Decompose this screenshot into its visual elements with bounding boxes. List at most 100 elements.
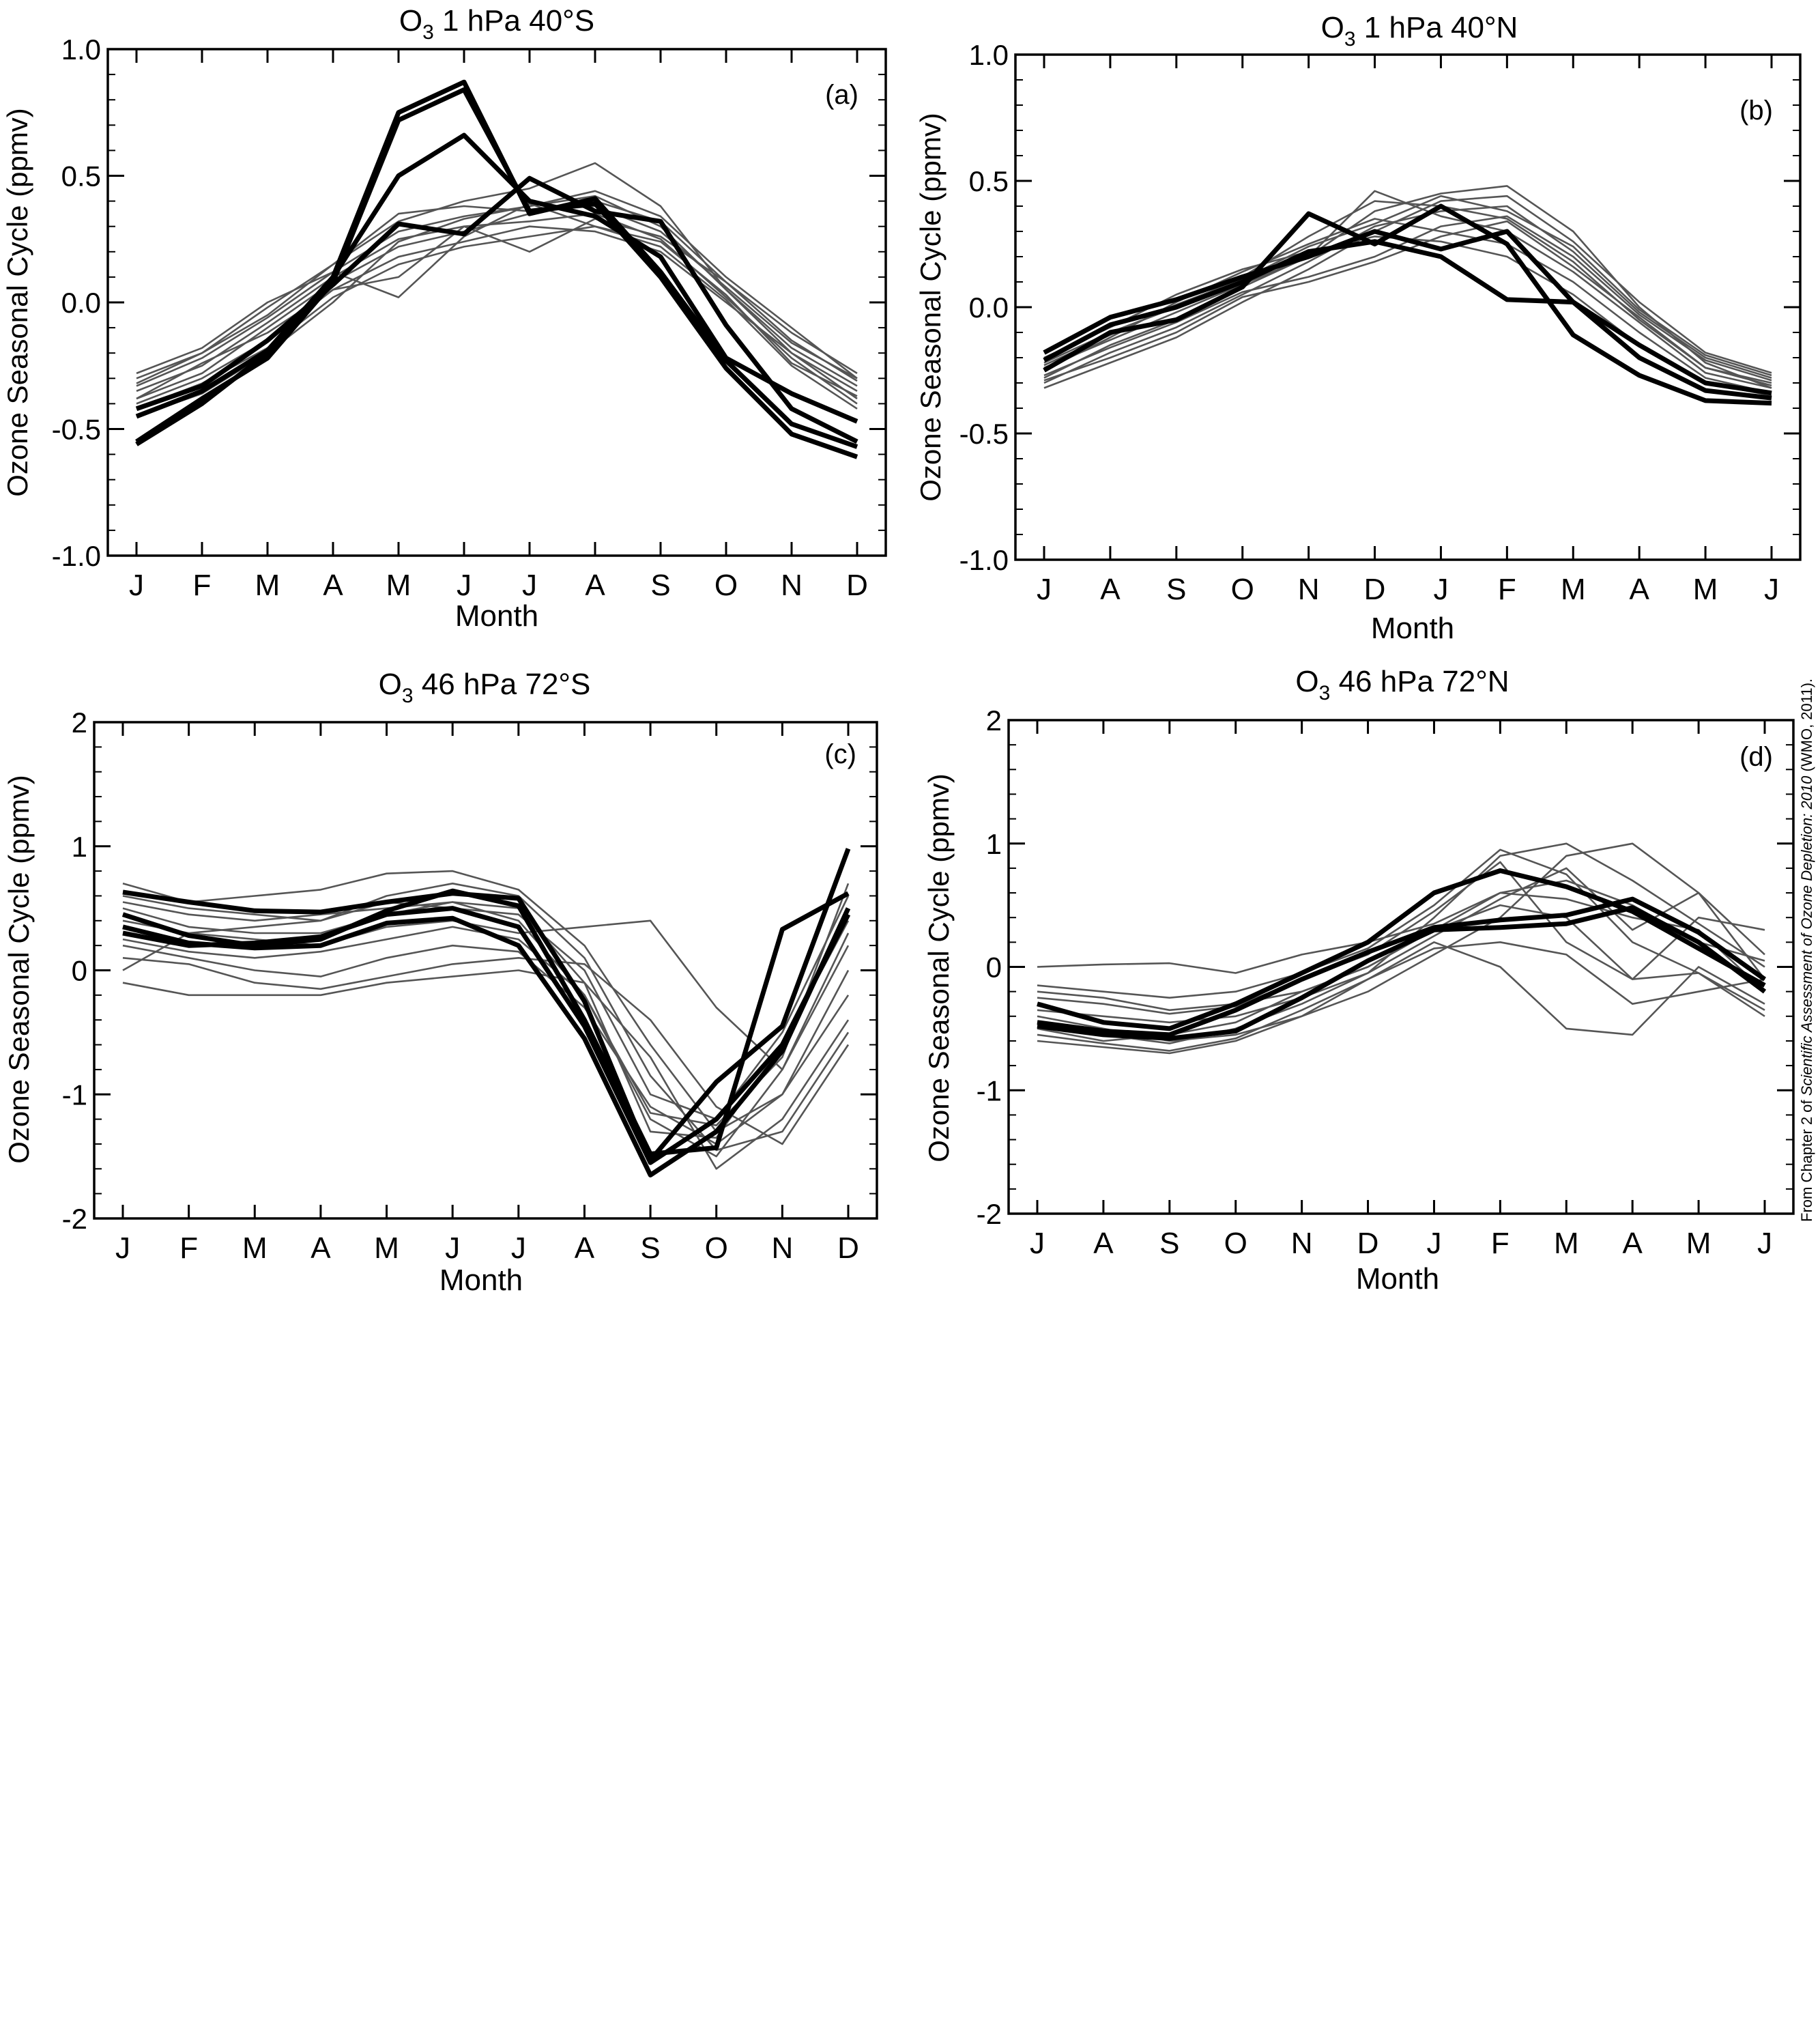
panel-d-y-tick-label: 1 (986, 828, 1002, 860)
panel-b-x-tick-label: M (1693, 573, 1718, 606)
panel-a-y-tick-label: -1.0 (52, 540, 101, 572)
panel-a-x-tick-label: M (255, 569, 280, 602)
panel-b-x-tick-label: D (1364, 573, 1386, 606)
panel-a-obs-line-3 (135, 175, 858, 444)
panel-d-x-tick-label: J (1757, 1227, 1772, 1260)
panel-a-model-line-6 (136, 200, 858, 400)
panel-b-x-tick-label: F (1498, 573, 1516, 606)
panel-b-title: O3 1 hPa 40°N (1321, 11, 1518, 51)
panel-a-title: O3 1 hPa 40°S (399, 4, 594, 44)
panel-c-model-line-6 (122, 944, 850, 1145)
panel-a-x-tick-label: A (323, 569, 343, 602)
panel-a-label: (a) (825, 80, 858, 110)
panel-d-xlabel: Month (1356, 1262, 1439, 1296)
panel-d-y-tick-label: 2 (986, 704, 1002, 737)
panel-a-xlabel: Month (455, 599, 538, 633)
panel-c-x-tick-label: M (374, 1231, 399, 1265)
panel-c-label: (c) (824, 739, 856, 769)
panel-a-y-tick-label: 0.5 (61, 160, 101, 192)
panel-c-model-line-10 (122, 883, 850, 1152)
panel-c-x-tick-label: J (511, 1231, 526, 1265)
panel-a-x-tick-label: N (781, 569, 803, 602)
panel-a-x-tick-label: O (714, 569, 738, 602)
panel-c-model-line-11 (122, 901, 850, 1139)
panel-b-x-tick-label: J (1433, 573, 1448, 606)
panel-d-model-line-3 (1037, 842, 1765, 1055)
panel-c-x-tick-label: M (242, 1231, 268, 1265)
panel-b-ylabel: Ozone Seasonal Cycle (ppmv) (914, 113, 947, 502)
panel-a-model-line-13 (136, 202, 858, 397)
panel-d-y-tick-label: -1 (977, 1074, 1002, 1106)
panel-d-model-line-12 (1037, 848, 1765, 1011)
source-credit: From Chapter 2 of Scientific Assessment … (1798, 679, 1815, 1222)
panel-c-xlabel: Month (439, 1263, 523, 1297)
panel-d-x-tick-label: M (1686, 1227, 1711, 1260)
panel-d-ylabel: Ozone Seasonal Cycle (ppmv) (923, 773, 955, 1162)
panel-c-obs-line-2 (122, 907, 851, 1177)
panel-d-model-line-11 (1037, 941, 1765, 1052)
panel-a-model-line-11 (136, 218, 858, 400)
panel-b-xlabel: Month (1371, 612, 1454, 645)
panel-d-y-tick-label: -2 (977, 1198, 1002, 1230)
panel-b-x-tick-label: N (1298, 573, 1320, 606)
panel-b-model-line-8 (1043, 195, 1772, 389)
panel-a-x-tick-label: M (386, 569, 411, 602)
panel-b-x-tick-label: M (1561, 573, 1586, 606)
panel-d-x-tick-label: O (1224, 1227, 1247, 1260)
panel-b-obs-line-0 (1043, 203, 1772, 406)
panel-b-y-tick-label: -1.0 (959, 544, 1009, 576)
panel-c-obs-line-3 (122, 906, 851, 1165)
panel-b-y-tick-label: 1.0 (969, 39, 1009, 71)
panel-a-x-tick-label: D (846, 569, 868, 602)
panel-d-x-tick-label: M (1554, 1227, 1579, 1260)
panel-a-y-tick-label: 0.0 (61, 287, 101, 319)
panel-d-obs-line-0 (1037, 868, 1766, 1031)
panel-a-obs-line-1 (135, 87, 858, 459)
panel-c-x-tick-label: J (445, 1231, 460, 1265)
panel-b-y-tick-label: -0.5 (959, 418, 1009, 450)
panel-c-y-tick-label: -2 (62, 1203, 87, 1235)
panel-d-model-line-8 (1037, 867, 1766, 1044)
panel-a-chart: O3 1 hPa 40°S (a) Ozone Seasonal Cycle (… (1, 4, 887, 633)
panel-b-y-tick-label: 0.0 (969, 291, 1009, 324)
panel-c-x-tick-label: A (310, 1231, 331, 1265)
panel-c-x-tick-label: N (771, 1231, 793, 1265)
panel-d-x-tick-label: N (1291, 1227, 1313, 1260)
panel-d-x-tick-label: D (1357, 1227, 1379, 1260)
panel-b-obs-line-1 (1043, 229, 1772, 401)
panel-a-x-tick-label: J (129, 569, 144, 602)
panel-c-y-tick-label: 1 (72, 831, 87, 863)
panel-b-x-tick-label: J (1764, 573, 1779, 606)
panel-c-x-tick-label: D (837, 1231, 859, 1265)
panel-a-ylabel: Ozone Seasonal Cycle (ppmv) (1, 108, 33, 497)
panel-a-x-tick-label: J (457, 569, 472, 602)
panel-a-model-line-9 (136, 225, 858, 410)
panel-c-obs-line-0 (122, 848, 851, 1163)
panel-b-x-tick-label: A (1100, 573, 1121, 606)
panel-d-x-tick-label: A (1093, 1227, 1114, 1260)
panel-b-obs-line-2 (1043, 239, 1772, 396)
panel-d-obs-line-1 (1037, 896, 1767, 1038)
panel-d-x-tick-label: J (1030, 1227, 1045, 1260)
panel-b-model-line-10 (1043, 190, 1772, 389)
panel-b-x-tick-label: J (1037, 573, 1052, 606)
panel-d-y-tick-label: 0 (986, 952, 1002, 984)
panel-c-model-line-9 (122, 919, 850, 1071)
panel-c-x-tick-label: A (575, 1231, 595, 1265)
panel-a-x-tick-label: F (193, 569, 212, 602)
panel-a-y-tick-label: -0.5 (52, 414, 101, 446)
panel-d-label: (d) (1739, 742, 1773, 772)
panel-c-model-line-4 (122, 870, 850, 1133)
panel-c-y-tick-label: 0 (72, 955, 87, 987)
panel-d-x-tick-label: F (1491, 1227, 1510, 1260)
panel-b-chart: O3 1 hPa 40°N (b) Ozone Seasonal Cycle (… (914, 11, 1802, 645)
panel-a-obs-line-2 (135, 132, 858, 424)
panel-d-x-tick-label: S (1159, 1227, 1179, 1260)
panel-c-x-tick-label: J (115, 1231, 130, 1265)
panel-c-chart: O3 46 hPa 72°S (c) Ozone Seasonal Cycle … (3, 668, 878, 1297)
panel-d-title: O3 46 hPa 72°N (1295, 665, 1509, 704)
panel-c-x-tick-label: S (640, 1231, 660, 1265)
panel-b-y-tick-label: 0.5 (969, 165, 1009, 197)
panel-b-label: (b) (1739, 96, 1773, 126)
